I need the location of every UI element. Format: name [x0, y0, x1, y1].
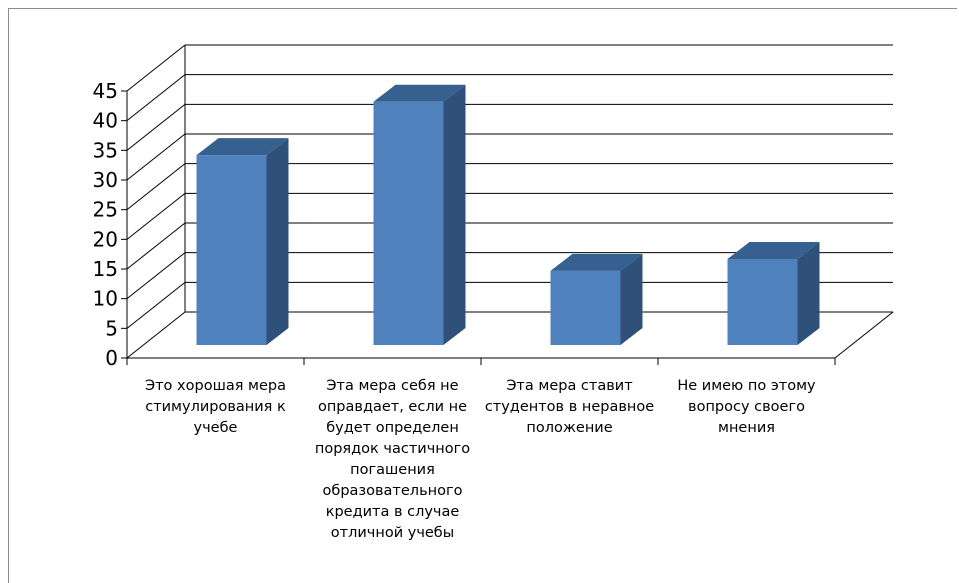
y-tick-label-35: 35	[93, 138, 118, 162]
bar-2	[373, 84, 466, 345]
floor-left-edge	[126, 311, 186, 359]
gridline-side-25	[126, 163, 186, 211]
x-category-label-3: Эта мера ставит студентов в неравное пол…	[484, 378, 655, 436]
floor-right-edge	[834, 311, 894, 359]
chart-bars	[196, 84, 820, 345]
bar-1-side	[266, 138, 289, 345]
y-tick-label-45: 45	[93, 79, 118, 103]
bar-4-top	[727, 241, 820, 259]
y-tick-label-15: 15	[93, 257, 118, 281]
gridline-side-5	[126, 281, 186, 329]
bar-2-top	[373, 84, 466, 102]
y-tick-label-20: 20	[93, 227, 118, 251]
bar-3-front	[550, 270, 621, 345]
x-category-label-4: Не имею по этому вопросу своего мнения	[677, 378, 816, 436]
y-tick-label-30: 30	[93, 168, 118, 192]
bar-1	[196, 138, 289, 345]
gridline-side-15	[126, 222, 186, 270]
bar-1-front	[196, 155, 267, 345]
gridline-side-35	[126, 103, 186, 151]
bar-3-top	[550, 253, 643, 271]
bar-1-top	[196, 138, 289, 156]
bar-2-side	[443, 84, 466, 345]
bar-4	[727, 241, 820, 345]
y-tick-label-5: 5	[105, 316, 118, 340]
gridline-side-40	[126, 74, 186, 122]
bar-4-front	[727, 258, 798, 345]
y-tick-label-10: 10	[93, 287, 118, 311]
y-tick-label-0: 0	[105, 346, 118, 370]
bar-2-front	[373, 101, 444, 345]
chart-axes	[121, 45, 894, 365]
gridline-side-30	[126, 133, 186, 181]
y-tick-label-25: 25	[93, 198, 118, 222]
bar-3	[550, 253, 643, 345]
y-axis-tick-labels: 0 5 10 15 20 25 30 35 40 45	[93, 79, 118, 370]
bar-3-side	[620, 253, 643, 345]
x-category-label-1: Это хорошая мера стимулирования к учебе	[144, 378, 286, 436]
gridline-side-10	[126, 252, 186, 300]
bar-4-side	[797, 241, 820, 345]
y-tick-label-40: 40	[93, 109, 118, 133]
gridline-side-20	[126, 192, 186, 240]
x-category-label-2: Эта мера себя не оправдает, если не буде…	[314, 378, 471, 541]
gridline-side-45	[126, 44, 186, 92]
